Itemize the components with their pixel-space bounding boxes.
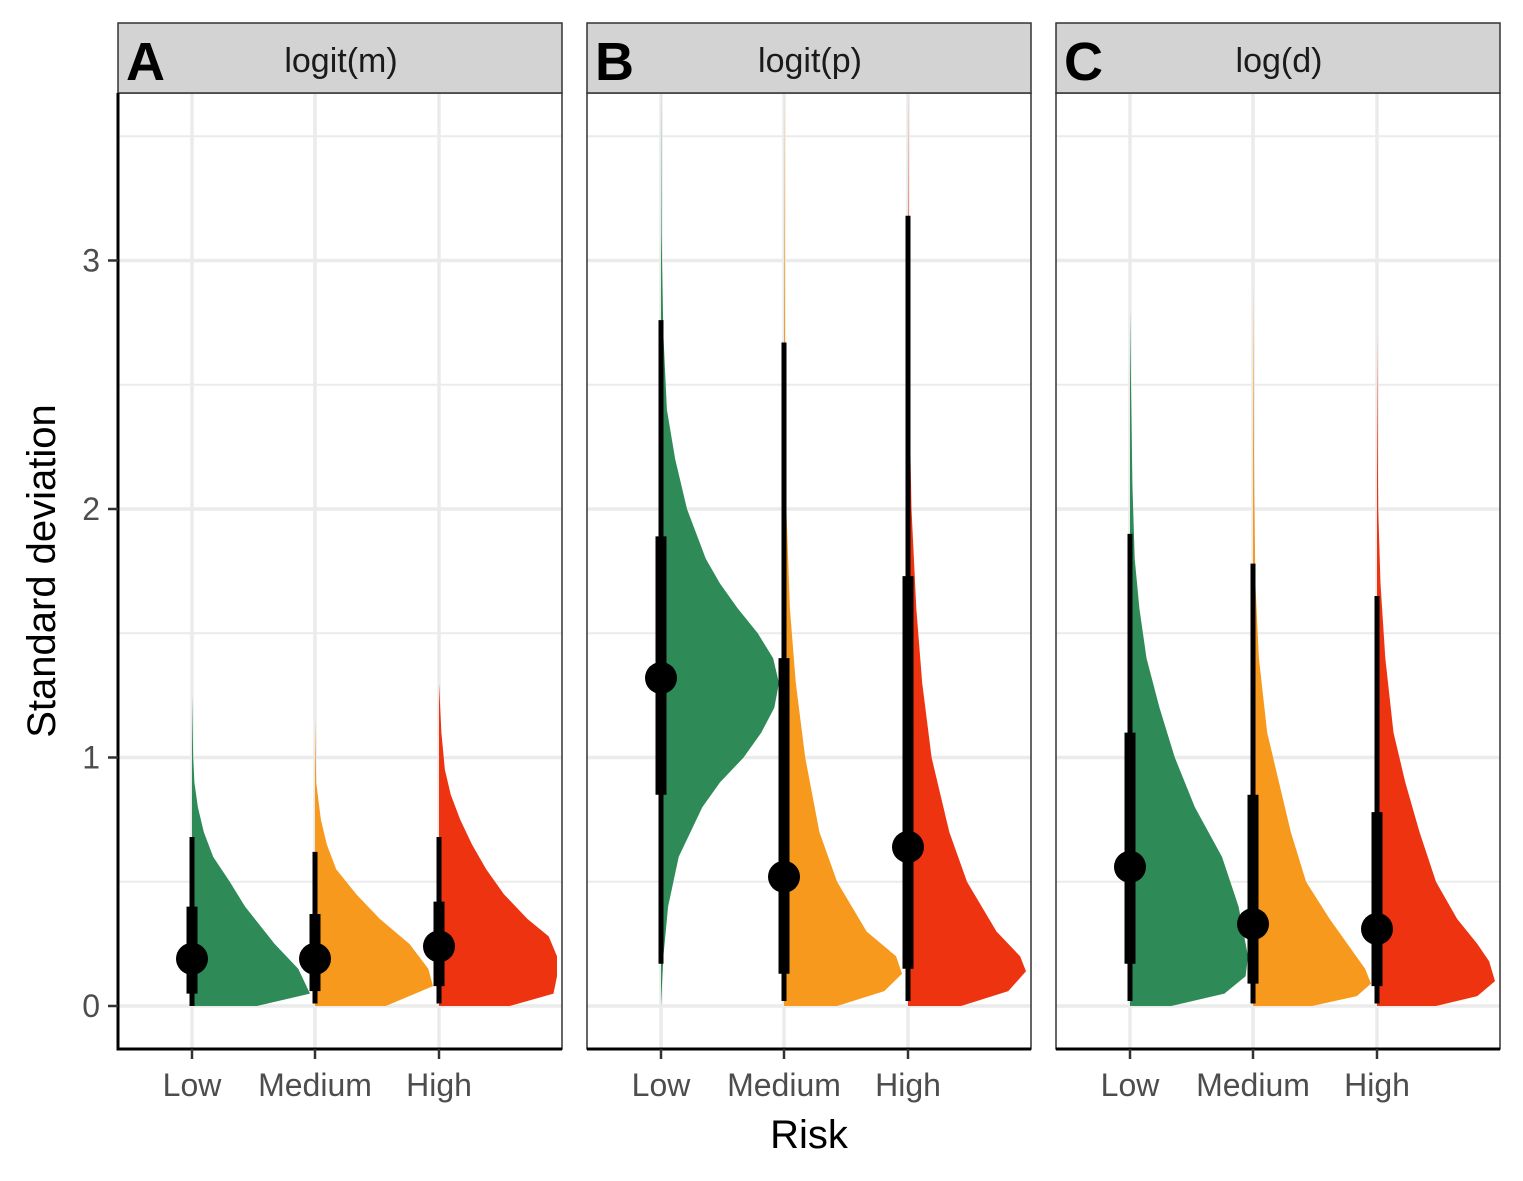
facet-strip [586, 22, 1032, 94]
x-tick-label: Low [632, 1067, 692, 1103]
y-tick-label: 3 [82, 243, 100, 279]
median-point-high [1361, 912, 1393, 945]
median-point-medium [299, 942, 331, 975]
panel-a: Low Medium High logit(m) A [117, 22, 563, 1103]
x-tick-label: High [875, 1067, 941, 1103]
panel-letter: C [1064, 32, 1103, 92]
x-tick-label: Medium [1196, 1067, 1310, 1103]
series-marks [645, 93, 1026, 1006]
panel-c: Low Medium High log(d) C [1055, 22, 1501, 1103]
median-point-medium [768, 860, 800, 893]
median-point-low [645, 661, 677, 694]
panel-letter: B [595, 32, 634, 92]
x-tick-label: Medium [258, 1067, 372, 1103]
x-tick-label: High [1344, 1067, 1410, 1103]
x-axis-title: Risk [770, 1113, 849, 1157]
panel-letter: A [126, 32, 165, 92]
density-medium [1253, 285, 1371, 1006]
series-marks [176, 683, 557, 1006]
y-axis: 0 1 2 3 [82, 93, 120, 1051]
density-medium [784, 93, 902, 1006]
density-medium [315, 720, 433, 1006]
x-tick-label: Low [163, 1067, 223, 1103]
median-point-high [423, 930, 455, 963]
y-tick-label: 2 [82, 491, 100, 527]
facet-title: logit(p) [758, 42, 862, 80]
y-axis-title: Standard deviation [20, 404, 64, 738]
density-high [439, 683, 557, 1006]
panel-b: Low Medium High logit(p) B [586, 22, 1032, 1103]
facet-strip [117, 22, 563, 94]
x-tick-label: Low [1101, 1067, 1161, 1103]
density-low [192, 695, 310, 1006]
density-high [1377, 335, 1495, 1006]
facet-strip [1055, 22, 1501, 94]
median-point-low [176, 942, 208, 975]
x-tick-label: High [406, 1067, 472, 1103]
facet-title: log(d) [1236, 42, 1323, 80]
median-point-medium [1237, 907, 1269, 940]
density-high [908, 93, 1026, 1006]
facet-title: logit(m) [284, 42, 397, 80]
y-tick-label: 1 [82, 740, 100, 776]
x-tick-label: Medium [727, 1067, 841, 1103]
panels: Low Medium High logit(m) A Low Medium High logit… [117, 22, 1501, 1103]
density-low [1130, 310, 1248, 1006]
density-low [661, 93, 779, 1006]
y-tick-label: 0 [82, 988, 100, 1024]
median-point-high [892, 830, 924, 863]
series-marks [1114, 285, 1495, 1006]
median-point-low [1114, 850, 1146, 883]
